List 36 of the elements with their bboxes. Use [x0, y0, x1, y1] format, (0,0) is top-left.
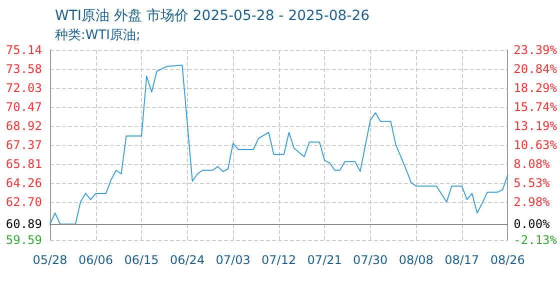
x-tick-label: 07/12 [262, 253, 296, 267]
y-tick-label: 62.70 [6, 195, 42, 209]
y-tick-label: 68.92 [6, 119, 42, 133]
y2-tick-label: 0.00% [514, 217, 551, 232]
y-tick-label: 59.59 [6, 233, 42, 247]
y2-tick-label: 20.84% [514, 62, 558, 76]
x-tick-label: 08/17 [444, 253, 480, 267]
x-tick-label: 06/06 [78, 253, 114, 267]
y2-tick-label: 23.39% [514, 43, 558, 57]
x-tick-label: 05/28 [32, 253, 68, 267]
x-tick-label: 06/24 [170, 253, 205, 267]
line-series [50, 64, 508, 225]
y-tick-label: 70.47 [6, 100, 42, 114]
x-tick-label: 06/15 [124, 253, 159, 267]
y-tick-label: 75.14 [6, 43, 42, 57]
y2-tick-label: 8.08% [514, 156, 551, 171]
chart-subtitle: 种类:WTI原油; [55, 28, 140, 43]
x-tick-label: 07/03 [216, 253, 250, 267]
y-tick-label: 72.03 [6, 81, 42, 95]
y2-tick-label: 10.63% [514, 138, 558, 152]
y2-tick-label: 13.19% [514, 118, 558, 133]
y-tick-label: 64.26 [6, 176, 42, 190]
y2-tick-label: 2.98% [514, 194, 551, 209]
chart-title: WTI原油 外盘 市场价 2025-05-28 - 2025-08-26 [55, 8, 370, 24]
x-tick-label: 08/08 [398, 253, 434, 267]
x-tick-label: 07/30 [353, 253, 388, 267]
y2-tick-label: 5.53% [514, 176, 551, 190]
x-tick-label: 07/21 [307, 253, 342, 267]
y-tick-label: 60.89 [6, 217, 42, 232]
y2-tick-label: 15.74% [514, 100, 558, 114]
y2-tick-label: 18.29% [514, 80, 558, 95]
y2-tick-label: -2.13% [514, 233, 558, 247]
y-tick-label: 65.81 [6, 157, 42, 171]
y-tick-label: 67.37 [6, 138, 42, 152]
y-tick-label: 73.58 [6, 62, 42, 76]
x-tick-label: 08/26 [490, 253, 525, 267]
